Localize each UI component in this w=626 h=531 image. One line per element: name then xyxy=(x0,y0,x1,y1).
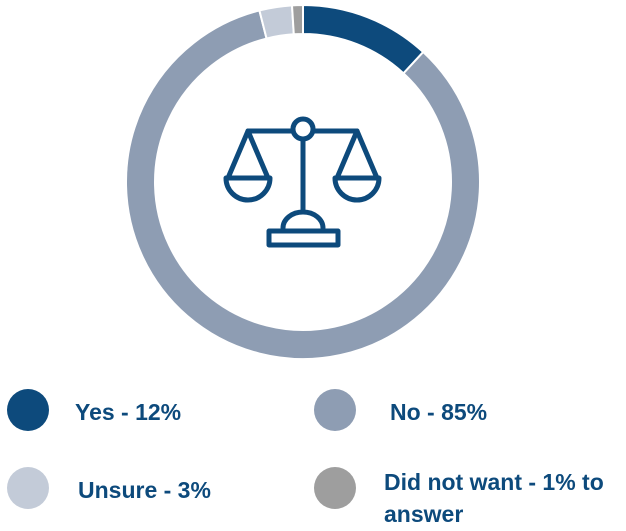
legend-swatch xyxy=(7,389,49,431)
donut-segment xyxy=(302,3,425,75)
donut xyxy=(125,3,481,360)
legend-label: Unsure - 3% xyxy=(78,477,211,503)
donut-segment xyxy=(290,3,304,36)
legend-label: Yes - 12% xyxy=(75,399,182,425)
scales-icon xyxy=(223,116,382,248)
legend-swatch xyxy=(314,389,356,431)
donut-segment xyxy=(125,9,481,360)
legend-label: Did not want - 1% to answer xyxy=(384,469,604,527)
legend-swatch xyxy=(314,467,356,509)
legend-swatch xyxy=(7,467,49,509)
legend-label: No - 85% xyxy=(390,399,488,425)
donut-segment xyxy=(258,4,295,40)
